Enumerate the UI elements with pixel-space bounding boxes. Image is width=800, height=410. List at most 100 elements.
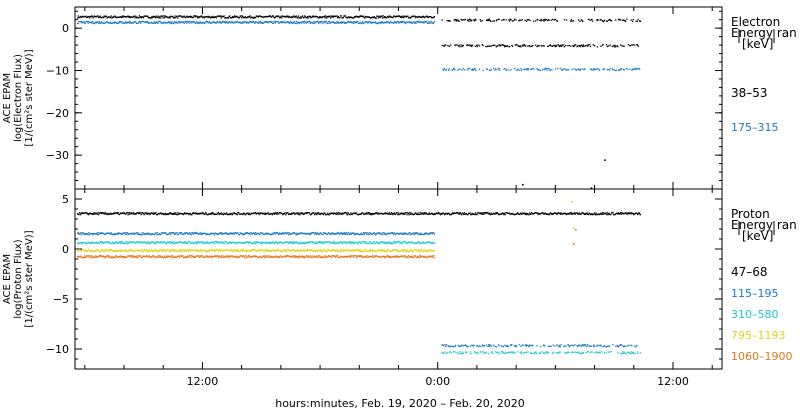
data-point	[275, 232, 277, 234]
data-point	[122, 232, 124, 234]
data-point	[194, 256, 196, 259]
data-point	[149, 242, 152, 244]
data-point	[384, 21, 386, 23]
data-point	[206, 233, 208, 235]
data-point	[156, 21, 158, 23]
data-point	[301, 242, 303, 245]
data-point	[95, 212, 98, 214]
data-point	[151, 256, 153, 259]
data-point	[236, 21, 238, 23]
data-point	[77, 17, 79, 19]
data-point	[138, 255, 140, 257]
data-point	[421, 233, 423, 235]
data-point	[387, 242, 389, 245]
data-point	[309, 22, 311, 25]
data-point	[243, 249, 245, 251]
data-point	[421, 233, 424, 235]
data-point	[426, 15, 428, 17]
data-point	[517, 68, 519, 70]
data-point	[321, 233, 323, 236]
data-point	[180, 21, 182, 24]
data-point	[339, 21, 342, 23]
data-point	[332, 21, 335, 23]
data-point	[117, 256, 119, 258]
data-point	[187, 20, 189, 23]
data-point	[332, 15, 334, 17]
data-point	[274, 21, 276, 23]
data-point	[379, 250, 382, 252]
data-point	[528, 45, 530, 47]
data-point	[518, 20, 520, 22]
data-point	[433, 250, 435, 252]
data-point	[255, 21, 257, 23]
data-point	[445, 44, 447, 46]
data-point	[86, 255, 88, 257]
data-point	[93, 212, 96, 214]
data-point	[427, 16, 429, 18]
data-point	[483, 352, 485, 354]
data-point	[94, 232, 96, 235]
data-point	[594, 345, 596, 348]
data-point	[100, 241, 102, 244]
data-point	[254, 212, 257, 214]
data-point	[494, 69, 496, 71]
data-point	[334, 233, 337, 235]
data-point	[557, 352, 559, 354]
data-point	[356, 213, 358, 216]
data-point	[194, 16, 196, 18]
data-point	[407, 251, 409, 253]
data-point	[337, 212, 339, 214]
data-point	[177, 20, 180, 23]
data-point	[149, 22, 152, 24]
data-point	[126, 212, 128, 214]
data-point	[318, 255, 321, 257]
data-point	[548, 68, 550, 70]
data-point	[100, 232, 103, 234]
data-point	[91, 213, 93, 215]
data-point	[373, 251, 375, 253]
data-point	[112, 213, 114, 215]
data-point	[238, 211, 240, 214]
data-point	[537, 45, 539, 47]
data-point	[397, 212, 400, 214]
data-point	[148, 212, 150, 214]
data-point	[540, 18, 542, 21]
data-point	[167, 241, 169, 243]
data-point	[184, 213, 187, 215]
data-point	[160, 233, 162, 236]
data-point	[236, 242, 239, 244]
data-point	[212, 255, 214, 258]
data-point	[421, 242, 423, 244]
data-point	[307, 212, 309, 214]
data-point	[419, 211, 421, 214]
data-point	[488, 212, 490, 214]
data-point	[393, 255, 395, 257]
data-point	[264, 233, 266, 235]
data-point	[292, 255, 295, 257]
data-point	[292, 232, 295, 234]
data-point	[506, 352, 508, 354]
data-point	[292, 256, 294, 258]
data-point	[432, 251, 434, 253]
data-point	[251, 249, 253, 251]
data-point	[388, 233, 391, 235]
data-point	[334, 250, 336, 252]
data-point	[364, 21, 366, 23]
data-point	[121, 22, 124, 24]
data-point	[77, 22, 79, 24]
data-point	[404, 213, 406, 215]
data-point	[390, 250, 392, 252]
data-point	[459, 212, 461, 214]
data-point	[403, 241, 405, 243]
data-point	[229, 233, 231, 235]
data-point	[351, 16, 353, 19]
data-point	[596, 351, 599, 353]
data-point	[321, 249, 323, 251]
data-point	[326, 241, 328, 243]
data-point	[146, 15, 148, 17]
data-point	[234, 255, 236, 257]
data-point	[549, 69, 551, 71]
data-point	[423, 233, 425, 236]
data-point	[332, 232, 334, 235]
data-point	[291, 243, 293, 245]
